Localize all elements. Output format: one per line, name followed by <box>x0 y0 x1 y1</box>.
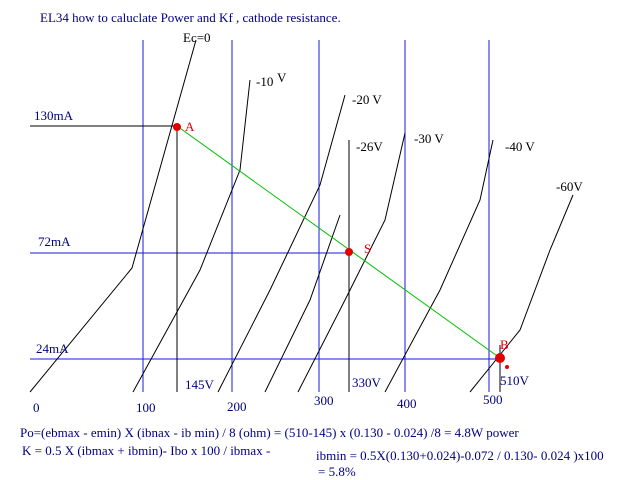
point-label: S <box>364 241 371 256</box>
curve-label: V <box>277 70 287 85</box>
curve-label: -60V <box>556 179 583 194</box>
point-s <box>345 248 353 256</box>
x-axis-label: 200 <box>227 399 247 414</box>
voltage-label: 145V <box>185 377 215 392</box>
voltage-label: 330V <box>352 375 382 390</box>
voltage-label: 510V <box>500 373 530 388</box>
formula: = 5.8% <box>318 464 356 479</box>
current-label: 130mA <box>34 108 74 123</box>
curve-label: -10 <box>256 74 273 89</box>
point-label: A <box>185 119 195 134</box>
x-axis-label: 500 <box>483 392 503 407</box>
x-axis-label: 100 <box>136 400 156 415</box>
point-b <box>495 353 505 363</box>
point-a <box>173 123 181 131</box>
formula: K = 0.5 X (ibmax + ibmin)- Ibo x 100 / i… <box>22 443 270 458</box>
current-label: 24mA <box>36 341 69 356</box>
formula: ibmin = 0.5X(0.130+0.024)-0.072 / 0.130-… <box>316 448 604 463</box>
point-dot <box>505 365 509 369</box>
curve-label: -30 V <box>414 131 444 146</box>
load-line <box>176 125 501 359</box>
curve-label: -26V <box>356 139 383 154</box>
curve-label: -40 V <box>505 139 535 154</box>
point-label: B <box>500 337 509 352</box>
x-axis-label: 0 <box>33 400 40 415</box>
grid <box>30 40 501 392</box>
curve-label: Ec=0 <box>183 30 211 45</box>
x-axis-label: 400 <box>397 396 417 411</box>
current-label: 72mA <box>38 234 71 249</box>
formula: Po=(ebmax - emin) X (ibnax - ib min) / 8… <box>20 425 519 440</box>
title: EL34 how to caluclate Power and Kf , cat… <box>40 10 341 25</box>
plate-curves <box>29 39 574 393</box>
curve-label: -20 V <box>352 92 382 107</box>
x-axis-label: 300 <box>314 393 334 408</box>
